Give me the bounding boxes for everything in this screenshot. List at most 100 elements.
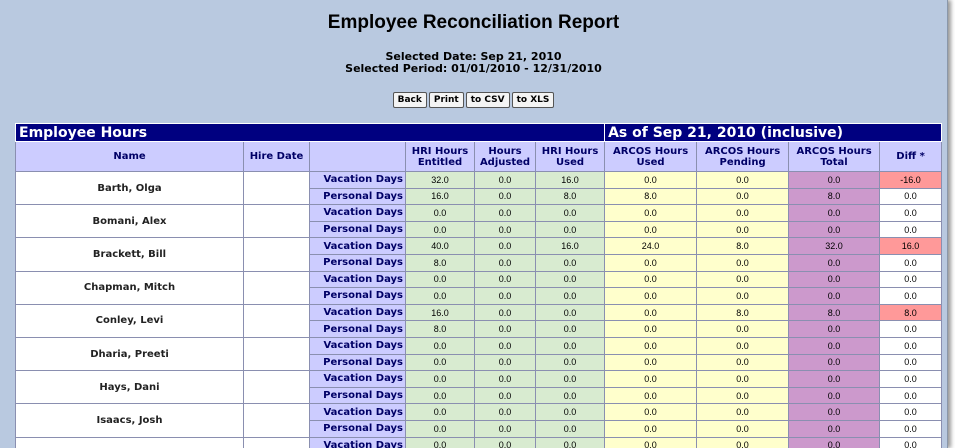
section-title: Employee Hours	[14, 123, 606, 142]
hours-cell: 0.0	[534, 336, 606, 355]
hours-cell: 0.0	[696, 436, 790, 448]
hours-cell: 0.0	[788, 270, 881, 289]
hours-cell: 0.0	[879, 287, 943, 305]
hours-cell: 0.0	[474, 171, 536, 189]
hours-cell: 0.0	[534, 436, 606, 448]
hours-cell: 0.0	[474, 237, 536, 255]
hours-cell: 0.0	[405, 204, 475, 222]
hours-cell: 0.0	[474, 303, 536, 322]
hours-cell: 16.0	[879, 237, 943, 255]
hours-cell: 0.0	[696, 370, 790, 388]
column-header: Diff *	[879, 141, 943, 172]
employee-row: Personal Days 0.0 0.0 0.0 0.0 0.0 0.0 0.0	[16, 386, 943, 405]
day-type: Personal Days	[309, 386, 406, 405]
hours-cell: 0.0	[534, 303, 606, 322]
hours-cell: 0.0	[474, 386, 536, 405]
hours-cell: -16.0	[879, 171, 943, 189]
hours-cell: 0.0	[534, 220, 606, 239]
hours-cell: 0.0	[879, 336, 943, 355]
action-button[interactable]: Back	[392, 92, 427, 108]
hours-cell: 0.0	[696, 353, 790, 372]
column-header: Hire Date	[243, 141, 310, 172]
hours-cell: 0.0	[534, 419, 606, 438]
hours-cell: 0.0	[788, 370, 881, 388]
hours-cell: 0.0	[879, 386, 943, 405]
column-header: ARCOS Hours Total	[788, 141, 881, 172]
employee-row: Dharia, Preeti Vacation Days 0.0 0.0 0.0 0.0 0…	[15, 336, 943, 372]
hours-cell: 0.0	[696, 204, 790, 222]
hours-cell: 0.0	[405, 436, 475, 448]
hours-cell: 0.0	[604, 436, 698, 448]
day-type: Personal Days	[309, 419, 406, 438]
hours-cell: 0.0	[474, 287, 536, 305]
hours-cell: 0.0	[696, 320, 790, 338]
hours-cell: 0.0	[696, 187, 790, 206]
hours-cell: 0.0	[879, 403, 943, 421]
hours-cell: 0.0	[788, 204, 881, 222]
hours-cell: 0.0	[788, 220, 881, 239]
action-button[interactable]: to XLS	[511, 92, 555, 108]
hours-cell: 0.0	[474, 403, 536, 421]
hours-cell: 0.0	[879, 204, 943, 222]
hours-cell: 0.0	[405, 270, 475, 289]
hours-cell: 0.0	[788, 320, 881, 338]
selected-date: Selected Date: Sep 21, 2010	[385, 50, 562, 63]
hours-cell: 0.0	[474, 270, 536, 289]
hours-cell: 32.0	[405, 171, 475, 189]
hours-cell: 0.0	[534, 370, 606, 388]
hours-cell: 0.0	[534, 353, 606, 372]
action-button[interactable]: to CSV	[465, 92, 510, 108]
selected-period: Selected Period: 01/01/2010 - 12/31/2010	[345, 62, 602, 75]
hours-cell: 0.0	[696, 419, 790, 438]
hours-cell: 8.0	[879, 303, 943, 322]
column-header: Hours Adjusted	[474, 141, 536, 172]
hours-cell: 0.0	[604, 386, 698, 405]
hours-cell: 0.0	[604, 320, 698, 338]
hours-cell: 0.0	[405, 386, 475, 405]
hire-date	[243, 204, 310, 239]
hours-cell: 0.0	[879, 353, 943, 372]
day-type: Vacation Days	[309, 204, 406, 222]
column-header: HRI Hours Used	[534, 141, 606, 172]
action-button[interactable]: Print	[428, 92, 464, 108]
hours-cell: 0.0	[788, 419, 881, 438]
employee-name: Bomani, Alex	[15, 204, 244, 239]
hours-cell: 0.0	[534, 320, 606, 338]
hours-cell: 8.0	[788, 187, 881, 206]
employee-name: Hays, Dani	[15, 370, 244, 405]
hours-cell: 0.0	[879, 419, 943, 438]
day-type: Vacation Days	[309, 336, 406, 355]
hours-cell: 0.0	[405, 220, 475, 239]
hours-cell: 0.0	[534, 386, 606, 405]
employee-row: Personal Days 0.0 0.0 0.0 0.0 0.0 0.0 0.0	[16, 419, 943, 438]
hire-date	[243, 170, 310, 206]
day-type: Personal Days	[309, 353, 406, 372]
day-type: Personal Days	[309, 220, 406, 239]
hire-date	[243, 303, 310, 338]
day-type: Vacation Days	[309, 237, 406, 255]
hours-cell: 0.0	[474, 320, 536, 338]
hours-cell: 0.0	[474, 204, 536, 222]
hours-cell: 16.0	[405, 303, 475, 322]
hours-cell: 0.0	[696, 287, 790, 305]
column-header: ARCOS Hours Pending	[696, 141, 790, 172]
day-type: Vacation Days	[309, 403, 406, 421]
day-type: Personal Days	[309, 253, 406, 272]
employee-row: Brackett, Bill Vacation Days 40.0 0.0 16.0 24…	[15, 237, 943, 272]
hours-cell: 0.0	[604, 303, 698, 322]
hours-cell: 0.0	[788, 386, 881, 405]
hours-cell: 0.0	[604, 253, 698, 272]
section-header-row: Employee Hours As of Sep 21, 2010 (inclus…	[14, 123, 943, 142]
hours-cell: 8.0	[788, 303, 881, 322]
hours-cell: 0.0	[604, 336, 698, 355]
employee-row: Personal Days 0.0 0.0 0.0 0.0 0.0 0.0 0.0	[16, 220, 943, 239]
day-type: Personal Days	[309, 187, 406, 206]
button-bar: Back Print to CSV to XLS	[0, 89, 947, 108]
hours-cell: 32.0	[788, 237, 881, 255]
hours-cell: 0.0	[879, 253, 943, 272]
hours-cell: 0.0	[696, 336, 790, 355]
hours-cell: 0.0	[879, 220, 943, 239]
hire-date	[243, 270, 310, 305]
